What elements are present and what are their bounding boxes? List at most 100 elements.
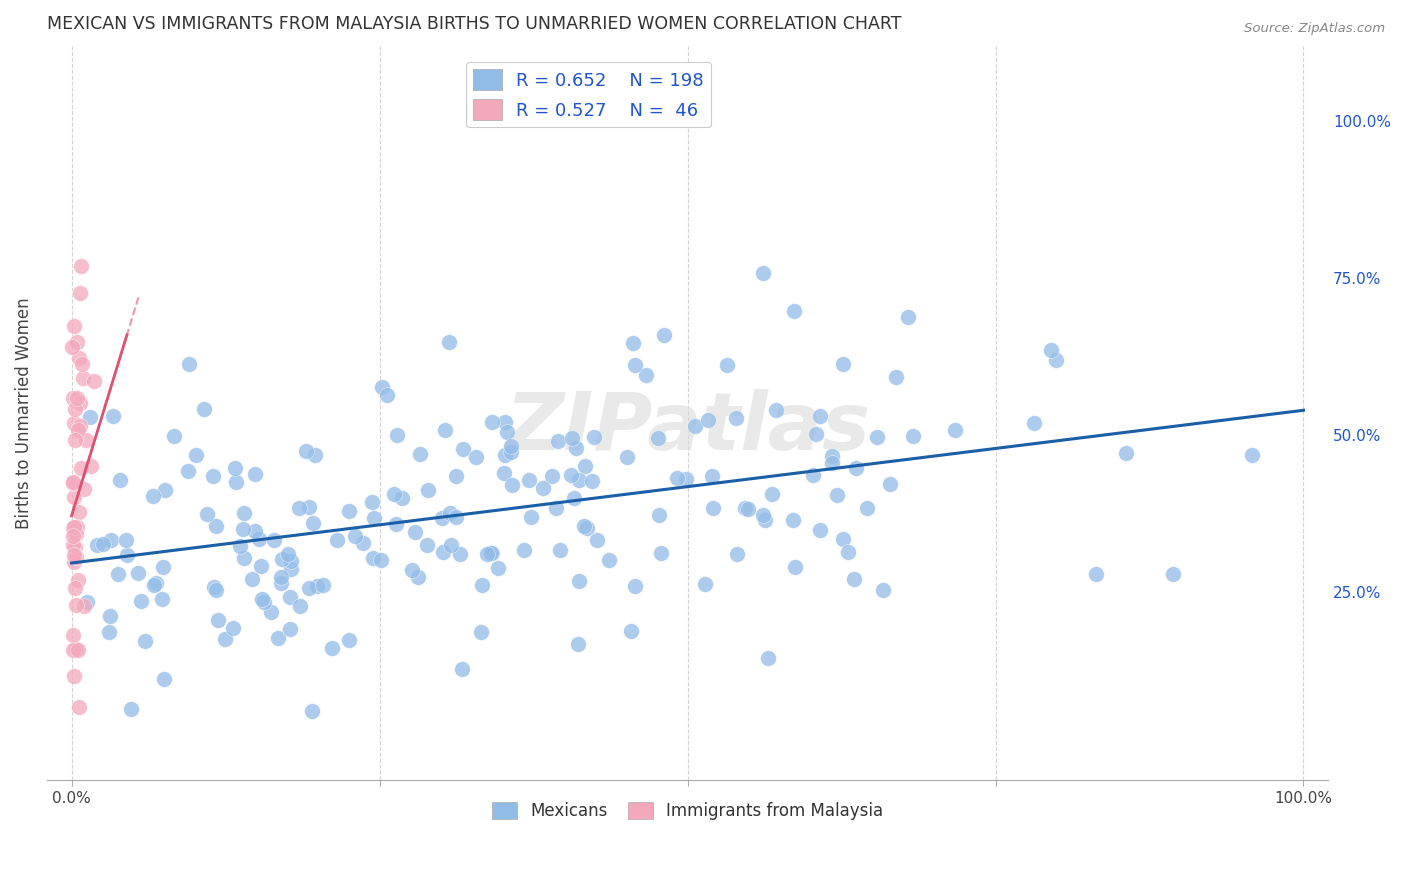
Point xyxy=(304,448,326,462)
Point xyxy=(866,430,889,444)
Point xyxy=(150,591,173,606)
Point xyxy=(568,473,591,487)
Point xyxy=(352,536,374,550)
Point xyxy=(270,570,292,584)
Point xyxy=(63,549,86,563)
Point xyxy=(76,595,98,609)
Point xyxy=(430,511,453,525)
Point xyxy=(1024,416,1046,430)
Point xyxy=(193,401,215,416)
Point xyxy=(415,538,437,552)
Point xyxy=(496,425,519,440)
Point xyxy=(574,459,596,474)
Point xyxy=(153,483,176,497)
Point xyxy=(63,540,86,554)
Point xyxy=(808,523,831,537)
Point xyxy=(520,510,543,524)
Point xyxy=(344,529,367,543)
Point xyxy=(62,538,84,552)
Point xyxy=(481,545,503,559)
Point xyxy=(72,371,94,385)
Point xyxy=(568,574,591,589)
Point xyxy=(439,506,461,520)
Point xyxy=(1084,567,1107,582)
Point xyxy=(486,561,509,575)
Point xyxy=(177,357,200,371)
Point xyxy=(499,439,522,453)
Point xyxy=(581,474,603,488)
Point xyxy=(872,582,894,597)
Point xyxy=(301,516,323,530)
Point xyxy=(312,577,335,591)
Point xyxy=(494,416,516,430)
Point xyxy=(370,380,392,394)
Point xyxy=(204,519,226,533)
Point xyxy=(115,548,138,562)
Point xyxy=(66,573,89,587)
Point xyxy=(280,622,302,636)
Point xyxy=(801,468,824,483)
Point xyxy=(406,570,429,584)
Point xyxy=(65,642,87,657)
Point xyxy=(360,494,382,508)
Point xyxy=(184,448,207,462)
Point xyxy=(494,449,516,463)
Point xyxy=(247,533,270,547)
Text: Source: ZipAtlas.com: Source: ZipAtlas.com xyxy=(1244,22,1385,36)
Point xyxy=(127,566,149,581)
Point xyxy=(263,533,285,547)
Point xyxy=(63,581,86,595)
Point xyxy=(232,523,254,537)
Point xyxy=(67,700,90,714)
Point xyxy=(73,482,96,496)
Point xyxy=(564,441,586,455)
Point xyxy=(98,608,121,623)
Point xyxy=(901,429,924,443)
Point xyxy=(444,468,467,483)
Point xyxy=(1161,567,1184,582)
Point xyxy=(1115,446,1137,460)
Point xyxy=(298,582,321,596)
Point xyxy=(145,575,167,590)
Point xyxy=(214,632,236,647)
Point xyxy=(245,524,267,538)
Point xyxy=(648,508,671,523)
Point xyxy=(325,533,347,547)
Point xyxy=(576,520,599,534)
Legend: Mexicans, Immigrants from Malaysia: Mexicans, Immigrants from Malaysia xyxy=(485,796,890,827)
Point xyxy=(225,475,247,489)
Point xyxy=(62,529,84,543)
Point xyxy=(63,402,86,417)
Point xyxy=(67,505,90,519)
Point xyxy=(391,491,413,505)
Point xyxy=(69,396,91,410)
Point xyxy=(756,651,779,665)
Point xyxy=(63,520,86,534)
Point xyxy=(433,423,456,437)
Point xyxy=(163,429,186,443)
Point xyxy=(695,577,717,591)
Point xyxy=(404,525,426,540)
Point xyxy=(63,319,86,334)
Point xyxy=(385,517,408,532)
Point xyxy=(494,466,516,480)
Point xyxy=(70,460,93,475)
Point xyxy=(253,595,276,609)
Point xyxy=(832,532,855,546)
Point xyxy=(451,442,474,456)
Point xyxy=(250,558,273,573)
Point xyxy=(783,303,806,318)
Point xyxy=(583,430,606,444)
Point xyxy=(446,510,468,524)
Point xyxy=(177,464,200,478)
Point xyxy=(700,469,723,483)
Point xyxy=(765,403,787,417)
Point xyxy=(675,473,697,487)
Point xyxy=(66,335,89,350)
Point xyxy=(298,500,321,514)
Point xyxy=(70,259,93,273)
Point xyxy=(562,491,585,505)
Point xyxy=(65,599,87,613)
Y-axis label: Births to Unmarried Women: Births to Unmarried Women xyxy=(15,297,32,529)
Point xyxy=(754,513,776,527)
